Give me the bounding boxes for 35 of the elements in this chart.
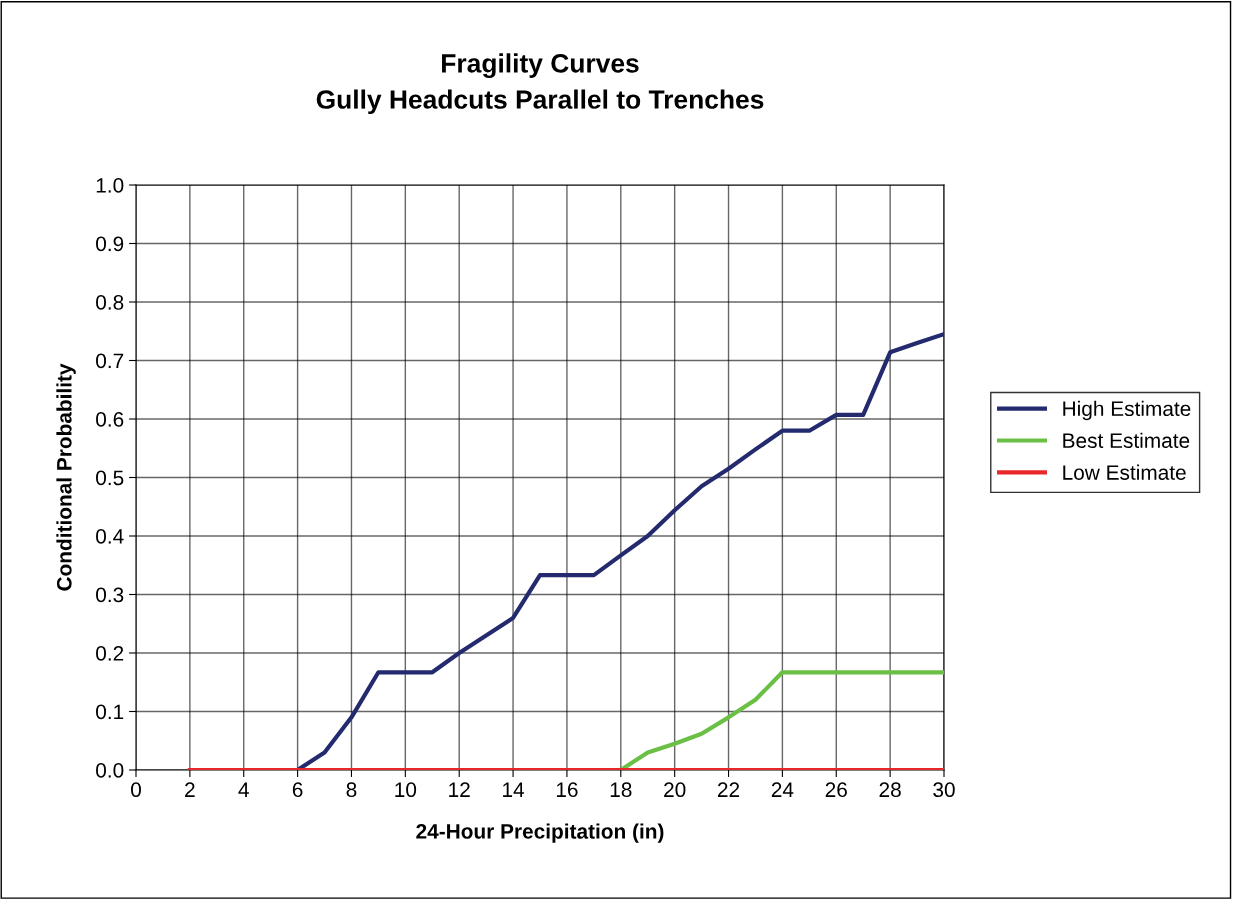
x-tick-label: 16 (556, 782, 578, 798)
chart-title: Fragility Curves Gully Headcuts Parallel to Trenches (316, 53, 764, 115)
y-tick-label: 0.2 (96, 646, 124, 661)
x-tick-label: 4 (238, 782, 249, 797)
line-series (295, 332, 944, 770)
y-tick-label: 0.7 (96, 353, 124, 369)
x-tick-label: 2 (185, 782, 195, 797)
y-tick-label: 1.0 (96, 178, 124, 193)
x-tick-label: 24 (771, 782, 794, 797)
x-tick-label: 0 (131, 782, 141, 798)
y-tick-label: 0.1 (96, 704, 124, 720)
line-series (618, 670, 944, 770)
x-tick-label: 14 (503, 782, 525, 797)
x-tick-label: 20 (664, 782, 686, 798)
x-tick-label: 28 (879, 782, 901, 798)
y-tick-label: 0.9 (96, 236, 124, 252)
y-tick-label: 0.6 (96, 412, 124, 427)
y-tick-label: 0.5 (96, 470, 124, 486)
x-tick-label: 22 (718, 782, 740, 797)
x-tick-label: 8 (346, 782, 357, 798)
x-axis-title: 24-Hour Precipitation (in) (416, 823, 664, 843)
legend-label: High Estimate (1063, 400, 1191, 421)
legend-label: Best Estimate (1063, 432, 1190, 448)
x-tick-label: 30 (933, 782, 955, 798)
y-tick-label: 0.8 (96, 295, 124, 310)
legend-label: Low Estimate (1063, 464, 1186, 480)
x-tick-label: 12 (449, 782, 470, 797)
x-tick-label: 26 (825, 782, 847, 798)
y-tick-label: 0.3 (96, 587, 124, 603)
y-tick-label: 0.4 (96, 529, 124, 544)
x-tick-label: 18 (610, 782, 632, 798)
x-tick-label: 6 (292, 782, 303, 798)
x-tick-label: 10 (395, 782, 417, 798)
y-tick-label: 0.0 (96, 763, 124, 778)
y-axis-title: Conditional Probability (56, 363, 76, 591)
